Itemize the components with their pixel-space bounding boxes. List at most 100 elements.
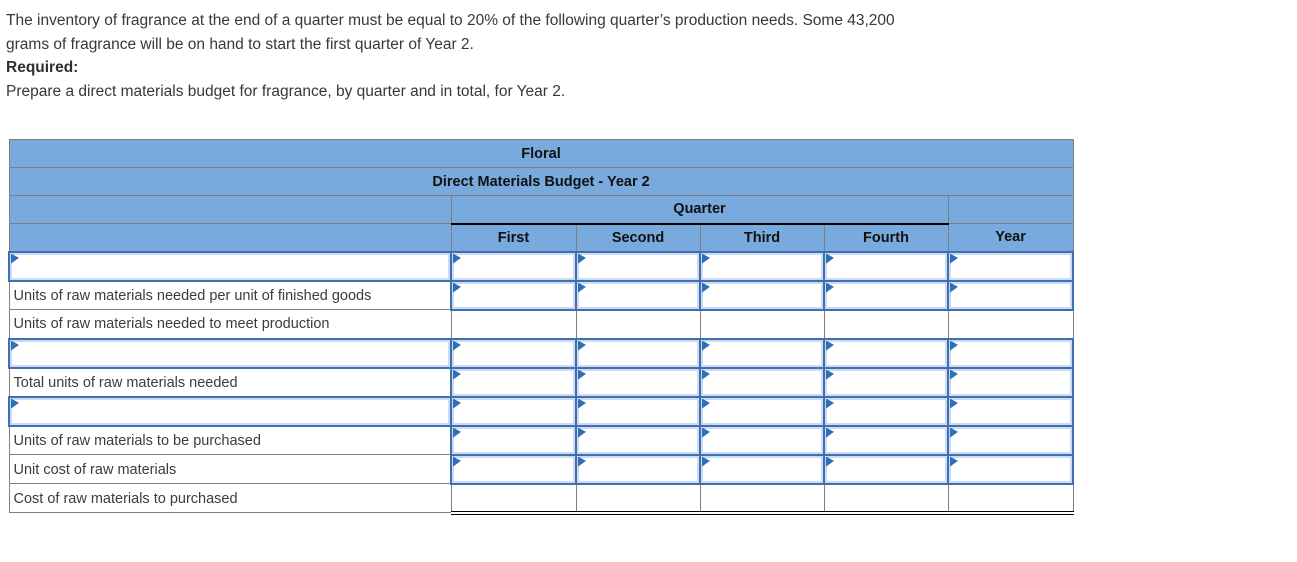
answer-cell[interactable]: [575, 453, 701, 485]
blank-header-cell: [947, 195, 1074, 224]
data-cell: [699, 483, 825, 515]
table-title: Floral: [8, 139, 1074, 168]
cell-marker-icon: [453, 427, 461, 438]
col-header-fourth: Fourth: [823, 223, 949, 252]
row-label: Units of raw materials needed per unit o…: [8, 280, 452, 310]
answer-cell-row-label[interactable]: [8, 337, 452, 369]
answer-cell[interactable]: [699, 424, 825, 456]
cell-marker-icon: [453, 282, 461, 293]
answer-cell[interactable]: [450, 453, 577, 485]
cell-marker-icon: [453, 340, 461, 351]
row-label: Units of raw materials needed to meet pr…: [8, 309, 452, 339]
answer-cell[interactable]: [699, 453, 825, 485]
col-header-year: Year: [947, 223, 1074, 252]
answer-cell[interactable]: [946, 279, 1075, 311]
cell-marker-icon: [826, 456, 834, 467]
answer-cell[interactable]: [823, 424, 949, 456]
answer-cell[interactable]: [823, 337, 949, 369]
cell-marker-icon: [702, 427, 710, 438]
cell-marker-icon: [578, 427, 586, 438]
cell-marker-icon: [826, 253, 834, 264]
answer-cell[interactable]: [823, 279, 949, 311]
answer-cell[interactable]: [699, 337, 825, 369]
answer-cell[interactable]: [699, 250, 825, 282]
answer-cell[interactable]: [450, 279, 577, 311]
col-header-second: Second: [575, 223, 701, 252]
cell-marker-icon: [578, 340, 586, 351]
answer-cell[interactable]: [823, 453, 949, 485]
answer-cell[interactable]: [575, 337, 701, 369]
data-cell: [699, 309, 825, 339]
cell-marker-icon: [578, 398, 586, 409]
problem-text-line-2: grams of fragrance will be on hand to st…: [6, 35, 474, 53]
answer-cell[interactable]: [699, 279, 825, 311]
cell-marker-icon: [950, 369, 958, 380]
answer-cell[interactable]: [575, 279, 701, 311]
answer-cell[interactable]: [823, 395, 949, 427]
table-subtitle: Direct Materials Budget - Year 2: [8, 167, 1074, 196]
answer-cell-row-label[interactable]: [8, 395, 452, 427]
cell-marker-icon: [950, 282, 958, 293]
answer-cell[interactable]: [450, 250, 577, 282]
answer-cell[interactable]: [575, 424, 701, 456]
answer-cell[interactable]: [450, 424, 577, 456]
row-label: Unit cost of raw materials: [8, 454, 452, 484]
cell-marker-icon: [11, 340, 19, 351]
table-row: Units of raw materials needed per unit o…: [8, 279, 1075, 311]
cell-marker-icon: [950, 340, 958, 351]
col-header-first: First: [450, 223, 577, 252]
cell-marker-icon: [453, 456, 461, 467]
blank-header-cell: [8, 195, 452, 224]
cell-marker-icon: [826, 340, 834, 351]
answer-cell[interactable]: [823, 366, 949, 398]
cell-marker-icon: [702, 253, 710, 264]
table-title-row: Floral: [8, 139, 1074, 168]
column-header-row: First Second Third Fourth Year: [8, 223, 1074, 252]
answer-cell[interactable]: [946, 453, 1075, 485]
instruction-text: Prepare a direct materials budget for fr…: [6, 82, 566, 100]
cell-marker-icon: [950, 456, 958, 467]
answer-cell[interactable]: [450, 337, 577, 369]
answer-cell[interactable]: [699, 395, 825, 427]
cell-marker-icon: [11, 398, 19, 409]
table-row: Cost of raw materials to purchased: [8, 483, 1074, 515]
cell-marker-icon: [11, 253, 19, 264]
data-cell: [450, 309, 577, 339]
answer-cell[interactable]: [450, 366, 577, 398]
data-cell: [823, 483, 949, 515]
table-row: Units of raw materials needed to meet pr…: [8, 309, 1074, 339]
row-label: Total units of raw materials needed: [8, 367, 452, 397]
cell-marker-icon: [826, 398, 834, 409]
cell-marker-icon: [453, 398, 461, 409]
cell-marker-icon: [702, 456, 710, 467]
answer-cell[interactable]: [946, 395, 1075, 427]
row-label: Cost of raw materials to purchased: [8, 483, 452, 513]
data-cell: [450, 483, 577, 515]
answer-cell-row-label[interactable]: [8, 250, 452, 282]
cell-marker-icon: [826, 427, 834, 438]
problem-statement: The inventory of fragrance at the end of…: [0, 0, 1297, 103]
problem-text-line-1: The inventory of fragrance at the end of…: [6, 12, 895, 29]
cell-marker-icon: [826, 282, 834, 293]
answer-cell[interactable]: [575, 250, 701, 282]
answer-cell[interactable]: [699, 366, 825, 398]
col-header-third: Third: [699, 223, 825, 252]
quarter-header: Quarter: [450, 195, 949, 225]
answer-cell[interactable]: [946, 250, 1075, 282]
direct-materials-budget-table: Floral Direct Materials Budget - Year 2 …: [8, 139, 1075, 515]
cell-marker-icon: [702, 398, 710, 409]
answer-cell[interactable]: [450, 395, 577, 427]
cell-marker-icon: [950, 427, 958, 438]
table-row: Unit cost of raw materials: [8, 453, 1075, 485]
answer-cell[interactable]: [575, 366, 701, 398]
answer-cell[interactable]: [575, 395, 701, 427]
answer-cell[interactable]: [823, 250, 949, 282]
answer-cell[interactable]: [946, 337, 1075, 369]
answer-cell[interactable]: [946, 366, 1075, 398]
table-row: [8, 337, 1075, 369]
answer-cell[interactable]: [946, 424, 1075, 456]
data-cell: [575, 309, 701, 339]
cell-marker-icon: [826, 369, 834, 380]
cell-marker-icon: [702, 369, 710, 380]
data-cell: [575, 483, 701, 515]
